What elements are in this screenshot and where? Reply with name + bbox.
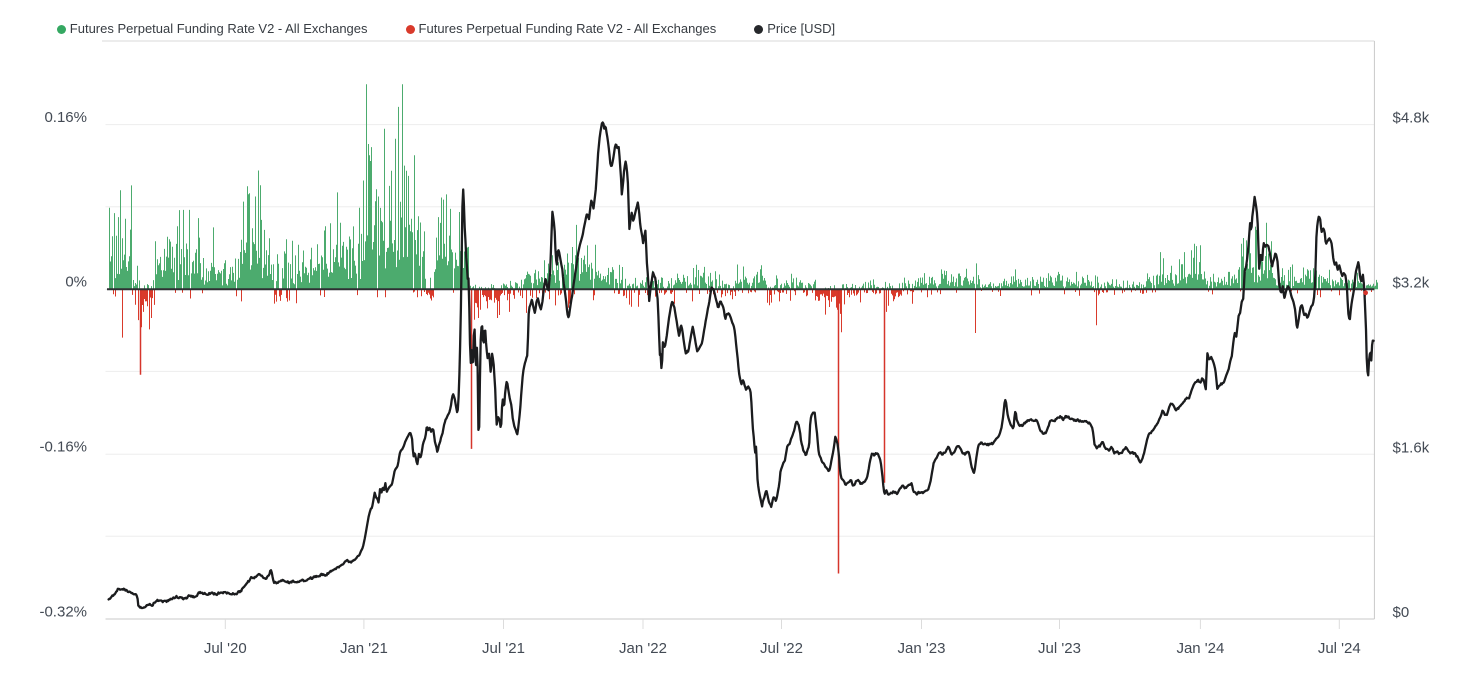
svg-text:Jul '24: Jul '24 — [1318, 640, 1361, 657]
svg-text:$4.8k: $4.8k — [1393, 110, 1430, 127]
svg-text:Jul '20: Jul '20 — [204, 640, 247, 657]
svg-text:-0.16%: -0.16% — [39, 439, 87, 456]
svg-text:0.16%: 0.16% — [44, 109, 87, 126]
svg-text:Jan '23: Jan '23 — [898, 640, 946, 657]
svg-text:Jul '22: Jul '22 — [760, 640, 803, 657]
svg-text:$0: $0 — [1393, 604, 1410, 621]
svg-text:Jan '24: Jan '24 — [1176, 640, 1224, 657]
svg-text:$3.2k: $3.2k — [1393, 275, 1430, 292]
svg-text:Jan '22: Jan '22 — [619, 640, 667, 657]
svg-text:Jul '23: Jul '23 — [1038, 640, 1081, 657]
svg-text:0%: 0% — [65, 274, 87, 291]
svg-text:$1.6k: $1.6k — [1393, 439, 1430, 456]
svg-text:Jul '21: Jul '21 — [482, 640, 525, 657]
svg-text:-0.32%: -0.32% — [39, 603, 87, 620]
svg-text:Jan '21: Jan '21 — [340, 640, 388, 657]
